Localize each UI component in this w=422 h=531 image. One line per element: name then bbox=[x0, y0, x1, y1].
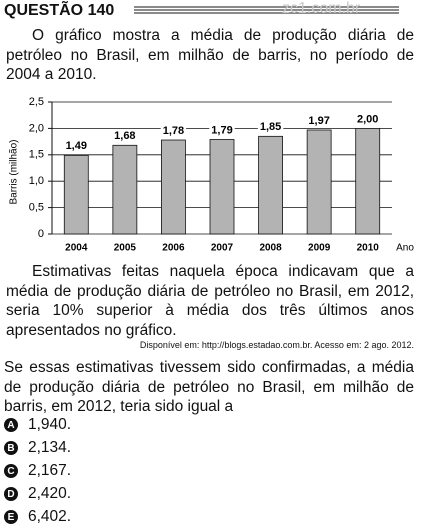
value-label-bg bbox=[355, 112, 381, 126]
intro-text: O gráfico mostra a média de produção diá… bbox=[6, 27, 414, 83]
x-tick-label: 2009 bbox=[308, 243, 331, 254]
option-text: 1,940. bbox=[28, 416, 72, 433]
value-label-bg bbox=[160, 124, 187, 138]
chart: Barris (milhão) Ano 0 0,5 1,0 1,5 2,0 2,5 2004… bbox=[9, 96, 415, 254]
bar bbox=[161, 139, 186, 235]
value-label-bg bbox=[306, 113, 332, 127]
bar bbox=[306, 129, 332, 235]
value-label-bg bbox=[112, 129, 138, 143]
option-letter: E bbox=[4, 510, 18, 524]
bar bbox=[63, 154, 89, 235]
context-text: Estimativas feitas naquela época indicav… bbox=[6, 263, 414, 339]
option-text: 2,167. bbox=[28, 462, 72, 479]
option-text: 2,420. bbox=[28, 485, 72, 502]
question-title: QUESTÃO 140 bbox=[4, 2, 115, 19]
value-label-bg bbox=[63, 139, 89, 153]
option-text: 2,134. bbox=[28, 439, 72, 456]
x-tick-label: 2006 bbox=[162, 243, 185, 254]
value-label: 1,68 bbox=[114, 130, 135, 142]
option-letter: A bbox=[4, 418, 18, 432]
header-stripes bbox=[134, 6, 399, 14]
x-tick-label: 2004 bbox=[65, 243, 88, 254]
value-label: 2,00 bbox=[357, 113, 378, 125]
option[interactable]: A 1,940. bbox=[4, 416, 71, 434]
bar bbox=[209, 139, 235, 235]
x-axis-label: Ano bbox=[396, 243, 414, 254]
bar bbox=[355, 128, 381, 235]
bar bbox=[112, 144, 138, 235]
watermark: zc1.com.br bbox=[282, 0, 361, 17]
question-text: Se essas estimativas tivessem sido confi… bbox=[4, 359, 414, 415]
y-tick-label: 0 bbox=[38, 228, 44, 240]
y-axis-label: Barris (milhão) bbox=[9, 139, 20, 204]
bar bbox=[258, 135, 283, 235]
x-tick-label: 2007 bbox=[211, 243, 234, 254]
option-text: 6,402. bbox=[28, 508, 72, 525]
y-tick-label: 1,0 bbox=[29, 175, 44, 187]
value-label: 1,49 bbox=[66, 140, 87, 152]
value-label: 1,79 bbox=[211, 124, 232, 136]
value-label-bg bbox=[209, 123, 235, 137]
y-tick-label: 2,5 bbox=[29, 96, 44, 108]
y-tick-label: 2,0 bbox=[29, 122, 44, 134]
option[interactable]: B 2,134. bbox=[4, 439, 71, 457]
option-letter: C bbox=[4, 464, 18, 478]
y-tick-label: 0,5 bbox=[29, 202, 44, 214]
option-letter: B bbox=[4, 441, 18, 455]
y-tick-label: 1,5 bbox=[29, 149, 44, 161]
option[interactable]: D 2,420. bbox=[4, 485, 71, 503]
x-tick-label: 2010 bbox=[357, 243, 380, 254]
value-label: 1,97 bbox=[308, 115, 329, 127]
x-tick-label: 2005 bbox=[114, 243, 137, 254]
option-letter: D bbox=[4, 487, 18, 501]
option[interactable]: C 2,167. bbox=[4, 462, 71, 480]
value-label-bg bbox=[257, 120, 284, 134]
value-label: 1,78 bbox=[163, 125, 184, 137]
value-label: 1,85 bbox=[260, 121, 281, 133]
x-tick-label: 2008 bbox=[259, 243, 282, 254]
option[interactable]: E 6,402. bbox=[4, 508, 71, 526]
source: Disponível em: http://blogs.estadao.com.… bbox=[139, 340, 414, 350]
